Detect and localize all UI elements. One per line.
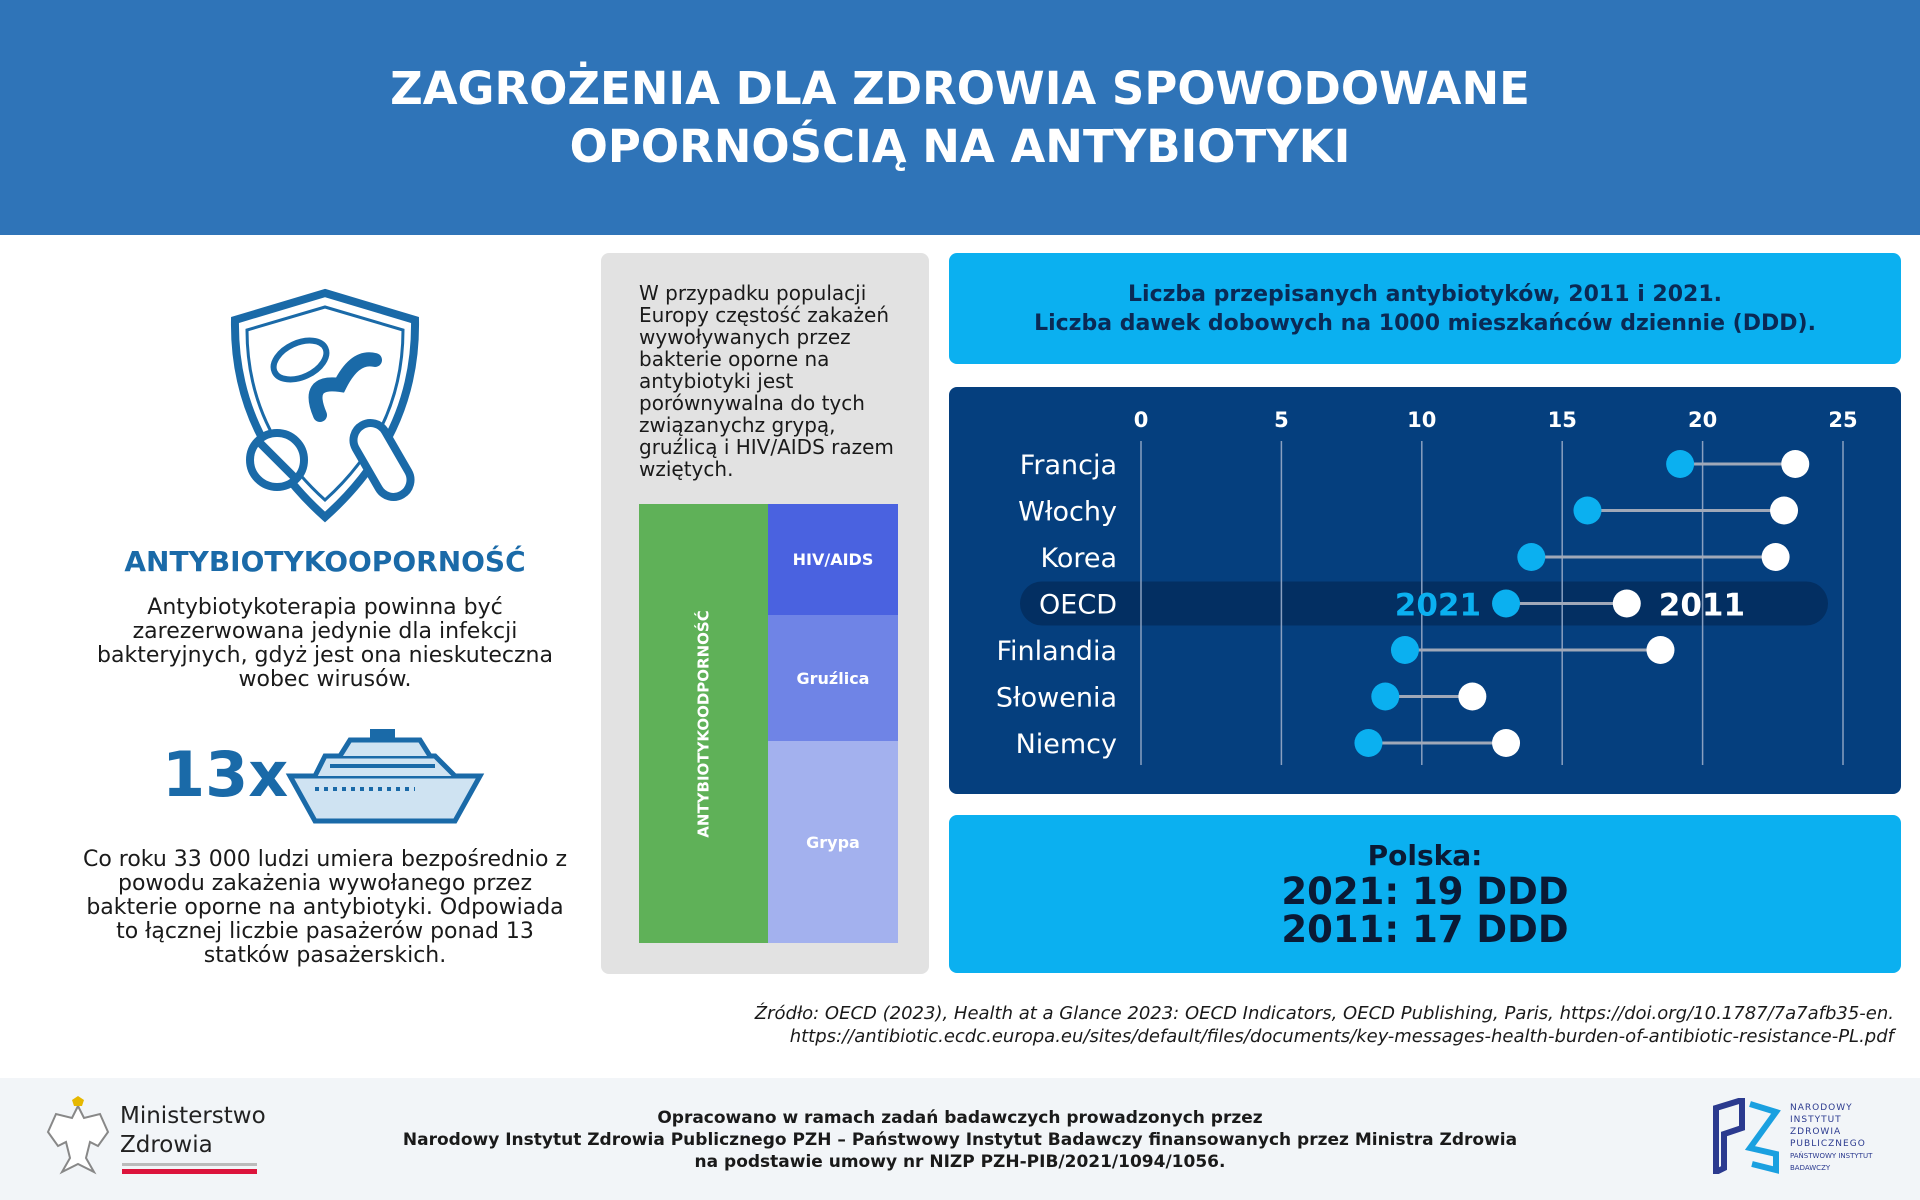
chart-title: Liczba przepisanych antybiotyków, 2011 i… [1128,281,1722,307]
tick-label: 15 [1548,408,1577,432]
point-2021 [1517,543,1546,571]
page-title-line2: OPORNOŚCIĄ NA ANTYBIOTYKI [569,119,1351,173]
pzh-line: PAŃSTWOWY INSTYTUT [1790,1152,1873,1160]
category-label: Korea [1040,543,1117,574]
treemap-hiv-aids: HIV/AIDS [768,504,898,615]
pzh-logo-icon [1713,1098,1781,1174]
tick-label: 25 [1828,408,1857,432]
page-title-line1: ZAGROŻENIA DLA ZDROWIA SPOWODOWANE [390,61,1530,115]
footer [0,1078,1920,1200]
treemap-label-resistance: ANTYBIOTYKOODPORNOŚĆ [694,609,713,838]
category-label: Niemcy [1016,729,1117,760]
antibiotic-resistance-heading: ANTYBIOTYKOOPORNOŚĆ [124,545,526,578]
category-label: Włochy [1018,497,1117,528]
cruise-ship-icon [285,729,485,824]
chart-panel: 0 5 10 15 20 25 Francja Włochy Korea OECD 2021 2011… [949,387,1901,794]
category-label: Finlandia [996,636,1117,667]
pzh-logo-text: NARODOWY INSTYTUT ZDROWIA PUBLICZNEGO PA… [1790,1102,1872,1174]
ministry-logo-text: Ministerstwo Zdrowia [120,1102,266,1160]
source-line2: https://antibiotic.ecdc.europa.eu/sites/… [789,1026,1894,1047]
footer-line3: na podstawie umowy nr NIZP PZH-PIB/2021/… [694,1152,1226,1172]
flag-white-stripe [122,1163,257,1166]
source-citation: Źródło: OECD (2023), Health at a Glance … [755,1002,1894,1048]
point-2011 [1492,729,1521,757]
footer-line1: Opracowano w ramach zadań badawczych pro… [657,1108,1263,1128]
header-banner: ZAGROŻENIA DLA ZDROWIA SPOWODOWANE OPORN… [0,0,1920,235]
polish-eagle-emblem-icon [46,1096,110,1175]
tick-label: 20 [1688,408,1717,432]
footer-line2: Narodowy Instytut Zdrowia Publicznego PZ… [402,1130,1518,1150]
point-2011 [1761,543,1790,571]
antibiotic-therapy-text: Antybiotykoterapia powinna być zarezerwo… [97,595,553,692]
point-2021 [1371,682,1400,711]
treemap-antibiotic-resistance: ANTYBIOTYKOODPORNOŚĆ [639,504,768,943]
point-2011 [1781,450,1810,478]
pzh-line: PUBLICZNEGO [1790,1139,1866,1149]
tick-label: 10 [1407,408,1436,432]
category-label: Słowenia [996,683,1117,714]
point-2011 [1770,496,1799,525]
legend-2011: 2011 [1659,588,1745,624]
pzh-line: INSTYTUT [1790,1115,1842,1125]
ministry-line1: Ministerstwo [120,1103,266,1129]
category-label: OECD [1039,590,1117,621]
treemap-grypa: Grypa [768,741,898,943]
multiplier-13x: 13x [162,738,289,811]
point-2021 [1492,589,1521,618]
point-2021 [1573,496,1602,525]
poland-label: Polska: [1367,839,1483,872]
legend-2021: 2021 [1395,588,1481,624]
point-2021 [1354,729,1383,757]
category-label: Francja [1020,450,1117,481]
flag-red-stripe [122,1169,257,1174]
footer-credits: Opracowano w ramach zadań badawczych pro… [380,1107,1540,1173]
comparison-text: W przypadku populacji Europy częstość za… [639,281,894,481]
dumbbell-chart: 0 5 10 15 20 25 Francja Włochy Korea OECD 2021 2011… [996,408,1858,765]
ministry-line2: Zdrowia [120,1132,213,1158]
poland-2021: 2021: 19 DDD [1281,870,1569,913]
tick-label: 0 [1134,408,1149,432]
deaths-text: Co roku 33 000 ludzi umiera bezpośrednio… [82,847,568,968]
pzh-line: BADAWCZY [1790,1164,1831,1172]
point-2021 [1666,450,1695,478]
pzh-line: ZDROWIA [1790,1127,1842,1137]
point-2021 [1390,636,1419,664]
poland-box: Polska: 2021: 19 DDD 2011: 17 DDD [949,815,1901,973]
point-2011 [1646,636,1675,664]
chart-subtitle: Liczba dawek dobowych na 1000 mieszkańcó… [1034,310,1816,336]
pzh-line: NARODOWY [1790,1103,1853,1113]
shield-bacteria-pill-icon [230,288,420,523]
source-line1: Źródło: OECD (2023), Health at a Glance … [754,1003,1894,1024]
point-2011 [1612,589,1641,618]
poland-2011: 2011: 17 DDD [1281,908,1569,951]
treemap-gruzlica: Gruźlica [768,615,898,741]
chart-title-box: Liczba przepisanych antybiotyków, 2011 i… [949,253,1901,364]
point-2011 [1458,682,1487,711]
tick-label: 5 [1274,408,1289,432]
